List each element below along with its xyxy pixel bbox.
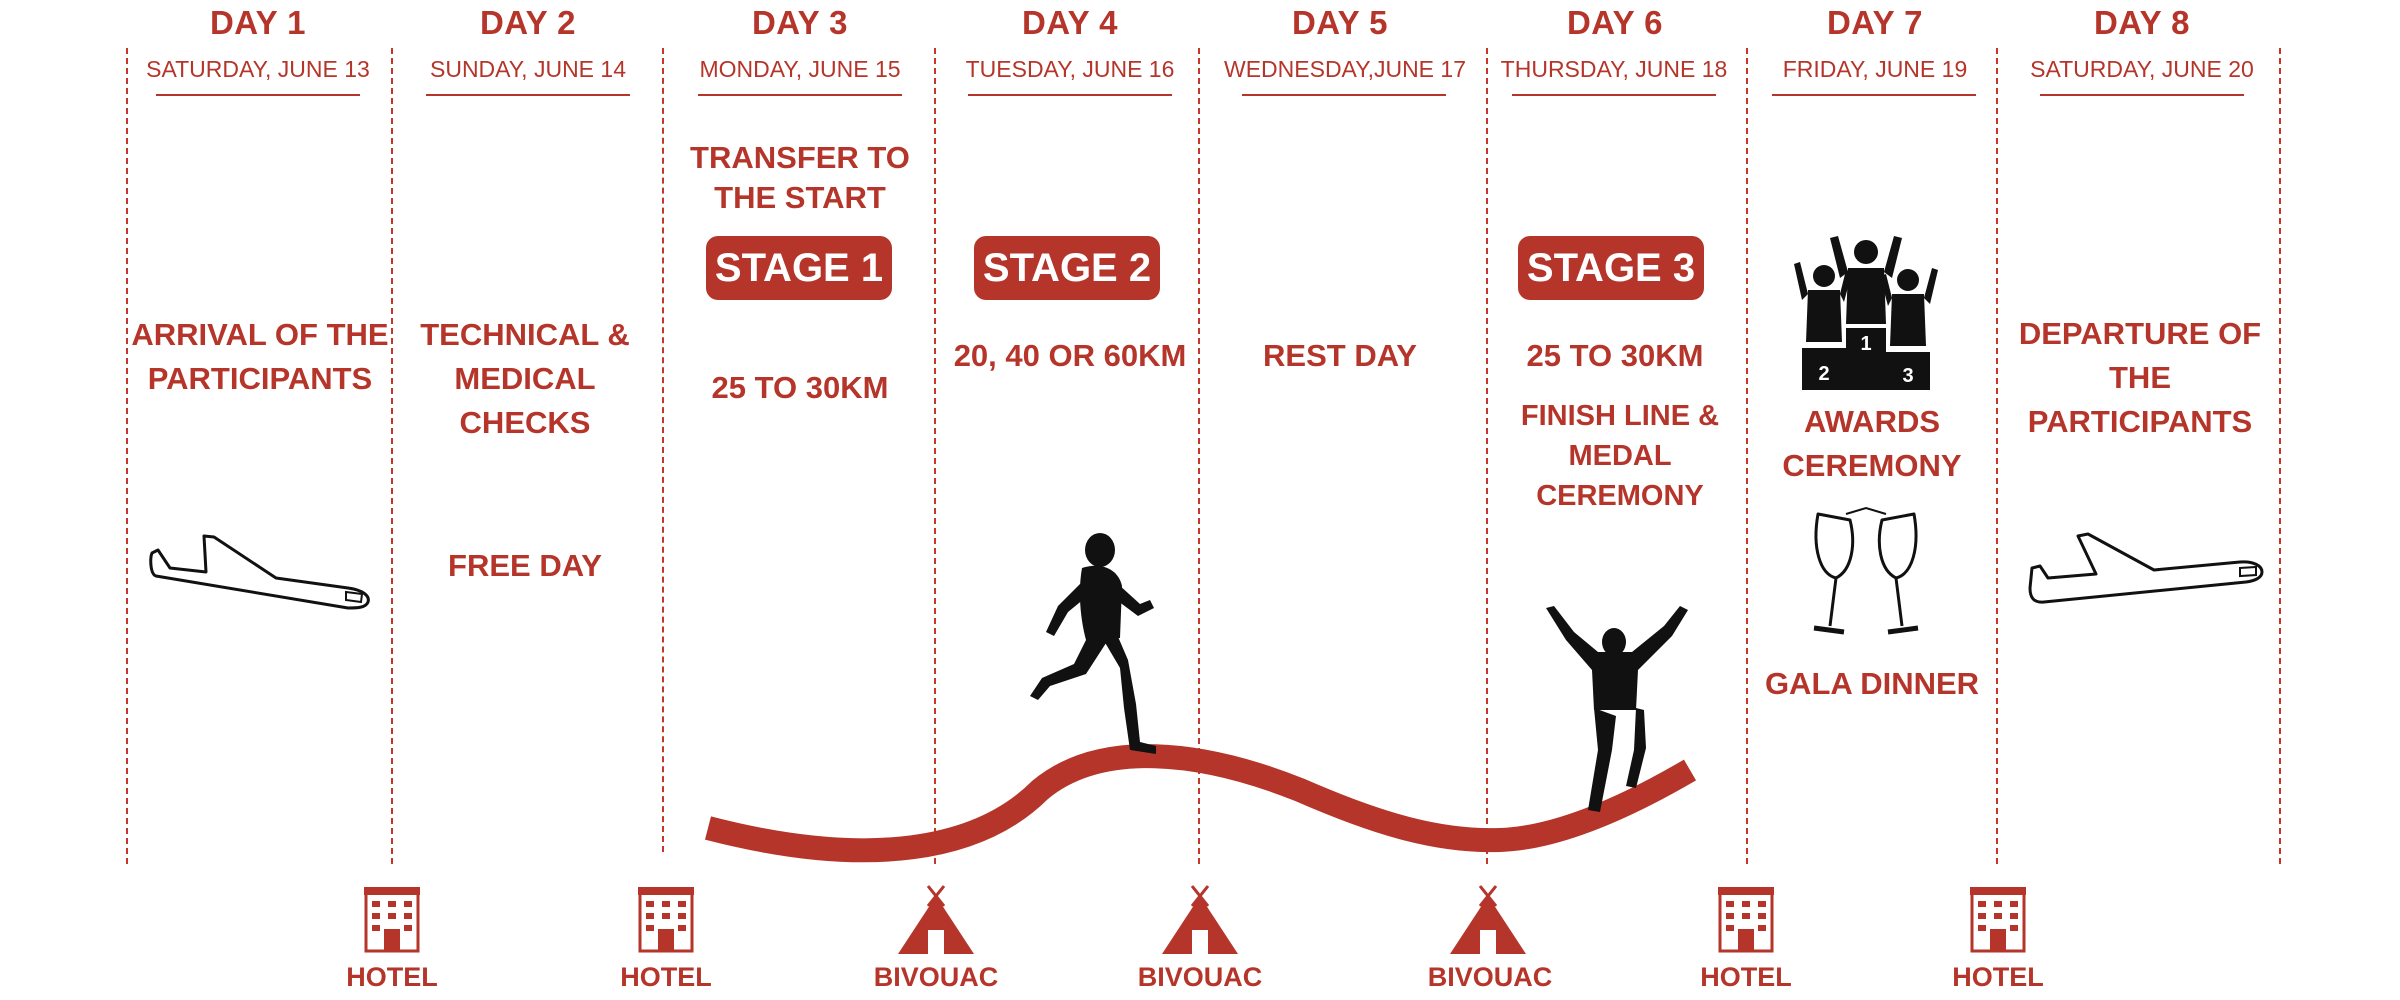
day-4-date: TUESDAY, JUNE 16: [965, 56, 1175, 82]
tent-icon: [1162, 885, 1238, 954]
column-divider: [2279, 48, 2281, 864]
day-5-date: WEDNESDAY,JUNE 17: [1224, 56, 1466, 82]
day-1-date: SATURDAY, JUNE 13: [146, 56, 370, 82]
day-3-date: MONDAY, JUNE 15: [699, 56, 901, 82]
finisher-icon: [1546, 606, 1688, 812]
tent-icon: [1450, 885, 1526, 954]
podium-icon: 1 2 3: [1794, 236, 1938, 390]
date-underline: [698, 94, 902, 96]
location-label: BIVOUAC: [873, 962, 999, 992]
day-7-date: FRIDAY, JUNE 19: [1782, 56, 1968, 82]
date-underline: [1242, 94, 1446, 96]
hotel-icon: [638, 887, 694, 953]
stage-1-badge: STAGE 1: [706, 236, 892, 300]
day-1-title: DAY 1: [209, 4, 307, 41]
column-divider: [126, 48, 128, 864]
day-6-distance: 25 TO 30KM: [1526, 338, 1704, 373]
day-2-title: DAY 2: [479, 4, 577, 41]
airplane-icon: [149, 534, 370, 610]
date-underline: [1512, 94, 1716, 96]
day-6-finish: FINISH LINE & MEDAL CEREMONY: [1520, 400, 1720, 512]
column-divider: [1198, 48, 1200, 864]
location-label: HOTEL: [1952, 962, 2044, 992]
podium-third: 3: [1902, 365, 1913, 387]
date-underline: [156, 94, 360, 96]
stage-3-badge: STAGE 3: [1518, 236, 1704, 300]
day-6-title: DAY 6: [1566, 4, 1664, 41]
hotel-icon: [1970, 887, 2026, 953]
podium-second: 2: [1818, 363, 1829, 385]
hotel-icon: [364, 887, 420, 953]
day-8-activity: DEPARTURE OF THE PARTICIPANTS: [2018, 316, 2262, 439]
day-7-title: DAY 7: [1826, 4, 1924, 41]
day-6-date: THURSDAY, JUNE 18: [1500, 56, 1728, 82]
stage-2-badge: STAGE 2: [974, 236, 1160, 300]
day-5-title: DAY 5: [1291, 4, 1389, 41]
day-8-title: DAY 8: [2093, 4, 2191, 41]
column-divider: [1996, 48, 1998, 864]
day-3-title: DAY 3: [751, 4, 849, 41]
day-5-activity: REST DAY: [1263, 338, 1417, 373]
hotel-icon: [1718, 887, 1774, 953]
date-underline: [968, 94, 1172, 96]
airplane-icon: [2028, 532, 2264, 604]
day-7-gala: GALA DINNER: [1764, 666, 1980, 701]
location-label: HOTEL: [1700, 962, 1792, 992]
day-4-distance: 20, 40 OR 60KM: [953, 338, 1187, 373]
day-1-activity: ARRIVAL OF THE PARTICIPANTS: [131, 317, 389, 396]
location-label: HOTEL: [346, 962, 438, 992]
tent-icon: [898, 885, 974, 954]
day-3-distance: 25 TO 30KM: [711, 370, 889, 405]
day-7-awards: AWARDS CEREMONY: [1782, 404, 1962, 483]
day-8-date: SATURDAY, JUNE 20: [2030, 56, 2254, 82]
column-divider: [934, 48, 936, 864]
day-4-title: DAY 4: [1021, 4, 1119, 41]
column-divider: [1746, 48, 1748, 864]
champagne-icon: [1813, 506, 1919, 635]
location-label: BIVOUAC: [1137, 962, 1263, 992]
day-2-activity: TECHNICAL & MEDICAL CHECKS: [420, 317, 630, 440]
day-3-transfer: TRANSFER TO THE START: [690, 140, 910, 215]
location-label: BIVOUAC: [1427, 962, 1553, 992]
column-divider: [391, 48, 393, 864]
date-underline: [426, 94, 630, 96]
day-2-free-day: FREE DAY: [448, 548, 602, 583]
date-underline: [2040, 94, 2244, 96]
location-label: HOTEL: [620, 962, 712, 992]
column-divider: [662, 48, 664, 852]
date-underline: [1772, 94, 1976, 96]
runner-icon: [1030, 533, 1156, 754]
column-divider: [1486, 48, 1488, 864]
podium-first: 1: [1860, 333, 1871, 355]
day-2-date: SUNDAY, JUNE 14: [430, 56, 626, 82]
